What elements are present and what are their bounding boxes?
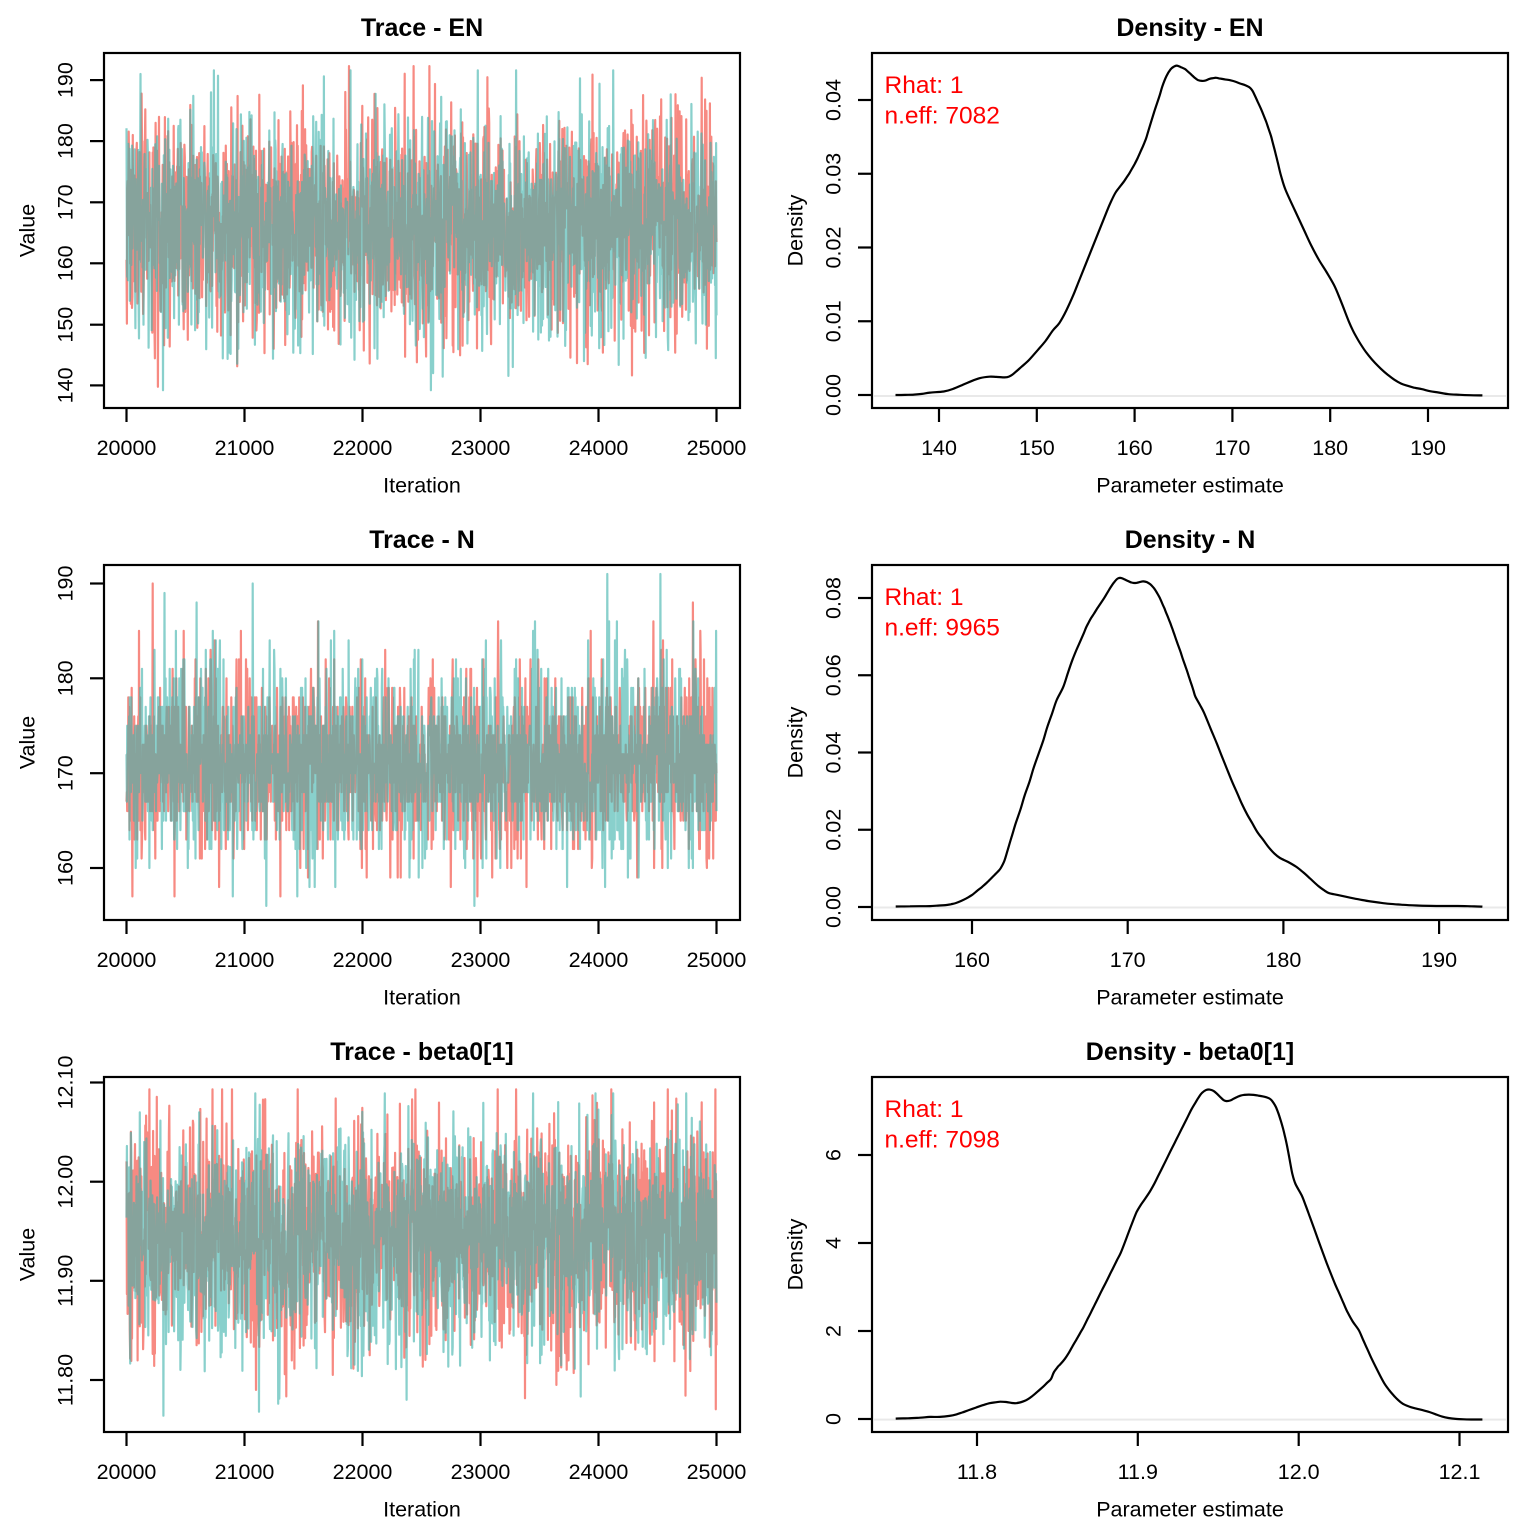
- svg-text:0.04: 0.04: [822, 732, 846, 774]
- svg-text:Density: Density: [784, 1218, 808, 1290]
- svg-text:150: 150: [1019, 436, 1055, 460]
- svg-text:25000: 25000: [687, 1460, 747, 1484]
- svg-text:12.10: 12.10: [54, 1056, 78, 1110]
- svg-text:Trace - EN: Trace - EN: [361, 14, 483, 42]
- svg-text:Density - beta0[1]: Density - beta0[1]: [1086, 1038, 1294, 1066]
- svg-text:n.eff: 7098: n.eff: 7098: [885, 1127, 1000, 1154]
- svg-text:0.06: 0.06: [822, 654, 846, 696]
- svg-text:Iteration: Iteration: [383, 986, 461, 1010]
- svg-text:11.9: 11.9: [1118, 1460, 1158, 1484]
- svg-text:0: 0: [822, 1413, 846, 1425]
- svg-text:170: 170: [54, 184, 78, 220]
- svg-text:190: 190: [54, 62, 78, 98]
- svg-text:12.00: 12.00: [54, 1155, 78, 1209]
- svg-text:160: 160: [54, 850, 78, 886]
- svg-text:0.02: 0.02: [822, 227, 846, 269]
- svg-text:Rhat: 1: Rhat: 1: [885, 1096, 964, 1123]
- svg-text:20000: 20000: [97, 436, 157, 460]
- svg-text:20000: 20000: [97, 948, 157, 972]
- svg-text:22000: 22000: [333, 436, 393, 460]
- svg-text:11.8: 11.8: [957, 1460, 997, 1484]
- svg-text:0.00: 0.00: [822, 886, 846, 928]
- svg-text:170: 170: [54, 755, 78, 791]
- svg-text:2: 2: [822, 1325, 846, 1337]
- svg-text:4: 4: [822, 1237, 846, 1249]
- svg-text:Density: Density: [784, 706, 808, 778]
- svg-text:Parameter estimate: Parameter estimate: [1096, 986, 1284, 1010]
- svg-text:22000: 22000: [333, 1460, 393, 1484]
- svg-text:6: 6: [822, 1149, 846, 1161]
- svg-text:160: 160: [954, 948, 990, 972]
- svg-text:180: 180: [54, 123, 78, 159]
- svg-text:160: 160: [54, 245, 78, 281]
- svg-text:Iteration: Iteration: [383, 474, 461, 498]
- svg-text:0.01: 0.01: [822, 300, 846, 342]
- svg-text:Density - EN: Density - EN: [1116, 14, 1263, 42]
- svg-text:20000: 20000: [97, 1460, 157, 1484]
- svg-text:150: 150: [54, 307, 78, 343]
- svg-text:23000: 23000: [451, 1460, 511, 1484]
- svg-text:140: 140: [54, 367, 78, 403]
- svg-text:24000: 24000: [569, 1460, 629, 1484]
- svg-text:n.eff: 9965: n.eff: 9965: [885, 615, 1000, 642]
- svg-text:170: 170: [1214, 436, 1250, 460]
- svg-text:Value: Value: [16, 204, 40, 257]
- svg-text:Rhat: 1: Rhat: 1: [885, 72, 964, 99]
- svg-text:n.eff: 7082: n.eff: 7082: [885, 103, 1000, 130]
- svg-text:190: 190: [54, 566, 78, 602]
- svg-text:25000: 25000: [687, 948, 747, 972]
- svg-text:Trace - beta0[1]: Trace - beta0[1]: [330, 1038, 513, 1066]
- svg-text:Rhat: 1: Rhat: 1: [885, 584, 964, 611]
- svg-text:Parameter estimate: Parameter estimate: [1096, 474, 1284, 498]
- svg-text:180: 180: [1312, 436, 1348, 460]
- svg-text:21000: 21000: [215, 1460, 275, 1484]
- svg-text:25000: 25000: [687, 436, 747, 460]
- svg-text:24000: 24000: [569, 436, 629, 460]
- svg-text:22000: 22000: [333, 948, 393, 972]
- svg-text:24000: 24000: [569, 948, 629, 972]
- svg-text:0.08: 0.08: [822, 577, 846, 619]
- svg-text:11.80: 11.80: [54, 1354, 78, 1406]
- svg-text:0.03: 0.03: [822, 153, 846, 195]
- svg-text:Density - N: Density - N: [1125, 526, 1256, 554]
- svg-text:160: 160: [1117, 436, 1153, 460]
- svg-text:Parameter estimate: Parameter estimate: [1096, 1498, 1284, 1522]
- svg-text:21000: 21000: [215, 436, 275, 460]
- svg-text:21000: 21000: [215, 948, 275, 972]
- svg-text:23000: 23000: [451, 948, 511, 972]
- svg-text:Iteration: Iteration: [383, 1498, 461, 1522]
- svg-text:0.02: 0.02: [822, 809, 846, 851]
- svg-text:11.90: 11.90: [54, 1255, 78, 1307]
- svg-text:Value: Value: [16, 1228, 40, 1281]
- svg-text:180: 180: [1265, 948, 1301, 972]
- svg-text:190: 190: [1410, 436, 1446, 460]
- svg-text:190: 190: [1421, 948, 1457, 972]
- svg-text:12.1: 12.1: [1439, 1460, 1481, 1484]
- svg-text:Trace - N: Trace - N: [369, 526, 475, 554]
- svg-text:Density: Density: [784, 194, 808, 266]
- svg-text:0.04: 0.04: [822, 79, 846, 121]
- svg-text:23000: 23000: [451, 436, 511, 460]
- svg-text:12.0: 12.0: [1278, 1460, 1320, 1484]
- svg-text:170: 170: [1110, 948, 1146, 972]
- svg-text:Value: Value: [16, 716, 40, 769]
- svg-text:180: 180: [54, 660, 78, 696]
- svg-text:0.00: 0.00: [822, 374, 846, 416]
- svg-text:140: 140: [921, 436, 957, 460]
